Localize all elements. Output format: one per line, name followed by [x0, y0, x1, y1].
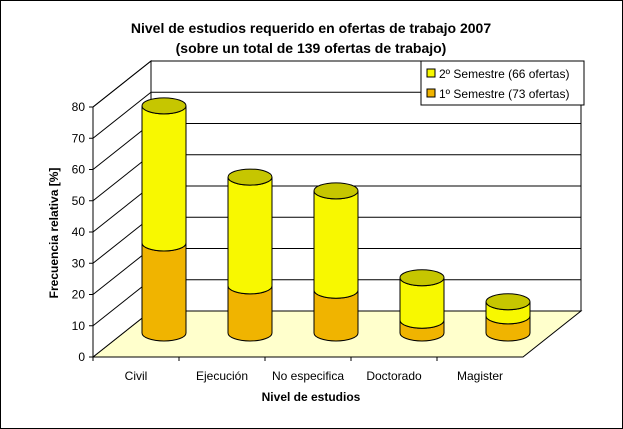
- gridline-side: [92, 248, 152, 295]
- gridline-side: [92, 216, 152, 264]
- bar-0-0: [141, 242, 187, 342]
- bar-cap-2: [313, 182, 359, 200]
- legend-swatch: [426, 68, 436, 78]
- y-tick-label: 60: [72, 163, 86, 177]
- y-tick-label: 10: [72, 319, 86, 333]
- y-tick-label: 70: [72, 131, 86, 145]
- chart-title: Nivel de estudios requerido en ofertas d…: [131, 20, 491, 36]
- gridline-side: [92, 91, 152, 139]
- bar-1-1: [227, 176, 273, 295]
- bars: [141, 97, 531, 342]
- y-tick-label: 50: [72, 194, 86, 208]
- legend-label: 1º Semestre (73 ofertas): [439, 87, 569, 101]
- x-tick-label: Civil: [125, 369, 148, 383]
- y-tick-label: 20: [72, 288, 86, 302]
- gridline-side: [92, 185, 152, 233]
- bar-cap-0: [141, 97, 187, 115]
- x-tick-label: Ejecución: [196, 369, 248, 383]
- x-tick-label: No especifica: [272, 369, 344, 383]
- legend: 2º Semestre (66 ofertas) 1º Semestre (73 …: [420, 60, 585, 106]
- x-tick-label: Doctorado: [366, 369, 422, 383]
- bar-1-0: [141, 105, 187, 252]
- gridline-side: [92, 154, 152, 202]
- y-tick-label: 80: [72, 100, 86, 114]
- bar-cap-3: [399, 269, 445, 287]
- y-tick-label: 30: [72, 256, 86, 270]
- bar-cap-1: [227, 168, 273, 186]
- x-axis-ticks: Civil Ejecución No especifica Doctorado Magi…: [92, 356, 523, 383]
- gridline-side: [92, 123, 152, 170]
- legend-box: [420, 60, 585, 106]
- gridline-side: [92, 279, 152, 327]
- x-tick-label: Magister: [457, 369, 503, 383]
- bar-cap-4: [485, 293, 531, 311]
- y-axis-label: Frecuencia relativa [%]: [47, 168, 61, 299]
- gridline-side: [92, 60, 152, 108]
- y-tick-label: 40: [72, 225, 86, 239]
- x-axis-label: Nivel de estudios: [262, 390, 361, 404]
- legend-label: 2º Semestre (66 ofertas): [439, 67, 569, 81]
- y-tick-label: 0: [78, 350, 85, 364]
- legend-swatch: [426, 88, 436, 98]
- bar-1-2: [313, 190, 359, 299]
- y-axis-ticks: 0 10 20 30 40 50 60 70 80: [72, 100, 94, 364]
- chart-subtitle: (sobre un total de 139 ofertas de trabaj…: [176, 40, 447, 56]
